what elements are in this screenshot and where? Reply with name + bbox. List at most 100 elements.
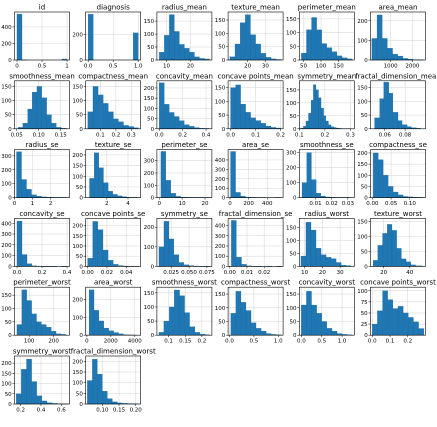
y-tick-label: 150 <box>357 162 368 168</box>
x-tick-label: 0.2 <box>38 270 47 276</box>
plot-frame <box>14 149 70 198</box>
y-tick-label: 200 <box>72 359 83 365</box>
plot-title: fractal_dimension_se <box>219 210 293 218</box>
y-tick-label: 300 <box>215 234 226 240</box>
histogram-bar <box>107 260 114 267</box>
y-tick-label: 0 <box>293 333 297 339</box>
x-tick-label: 0.025 <box>163 270 179 276</box>
histogram-bar <box>178 262 185 267</box>
plot-title: concave points_se <box>81 210 145 218</box>
plot-title: perimeter_worst <box>13 279 71 287</box>
histogram-bar <box>189 126 195 129</box>
histogram-bar <box>374 117 380 129</box>
histogram-bar <box>102 391 108 405</box>
histogram-bar <box>392 112 399 129</box>
x-tick-label: 0.4 <box>202 132 211 138</box>
histogram-bar <box>16 220 23 267</box>
histogram-bar <box>189 326 196 336</box>
histogram-bar <box>163 320 170 336</box>
histogram-bar <box>107 398 113 405</box>
plot-title: texture_se <box>95 141 132 149</box>
y-tick-label: 0 <box>293 127 297 133</box>
y-tick-label: 100 <box>286 101 297 107</box>
y-tick-label: 50 <box>76 113 83 119</box>
histogram-perimeter-worst: perimeter_worst 100 200 0 50 100 150 <box>1 279 71 345</box>
plot-title: area_mean <box>379 4 418 12</box>
y-tick-label: 200 <box>1 361 12 367</box>
x-tick-label: 0.0 <box>226 132 235 138</box>
histogram-bar <box>118 121 124 129</box>
histogram-bar <box>169 14 175 61</box>
histogram-texture-worst: texture_worst 20 40 0 50 100 150 <box>357 210 426 276</box>
histogram-fractal-dimension-mean: fractal_dimension_mean 0.06 0.08 0 50 100 150 <box>355 72 437 138</box>
histogram-bar <box>311 304 317 336</box>
plot-title: compactness_worst <box>221 279 290 287</box>
histogram-bar <box>229 56 236 61</box>
plot-title: radius_se <box>25 141 58 149</box>
histogram-bar <box>97 94 104 129</box>
histogram-bar <box>46 327 52 336</box>
plot-title: smoothness_se <box>300 141 354 149</box>
x-tick-label: 0.4 <box>37 408 46 414</box>
plot-title: perimeter_se <box>161 141 207 149</box>
x-tick-label: 0.075 <box>199 270 215 276</box>
histogram-bar <box>372 323 378 336</box>
y-tick-label: 0 <box>364 264 368 270</box>
histogram-bar <box>405 261 411 267</box>
histogram-compactness-worst: compactness_worst 0.0 0.5 1.0 0 50 100 150 <box>215 279 291 345</box>
histogram-bar <box>300 255 307 267</box>
x-tick-label: 0.2 <box>403 339 412 345</box>
y-tick-label: 100 <box>72 244 83 250</box>
histogram-bar <box>318 97 322 129</box>
x-tick-label: 0.2 <box>276 132 285 138</box>
histogram-bar <box>26 300 32 336</box>
histogram-bar <box>87 380 93 405</box>
histogram-bar <box>133 32 139 61</box>
histogram-bar <box>164 35 170 61</box>
y-tick-label: 400 <box>1 221 12 227</box>
x-tick-label: 10 <box>179 201 186 207</box>
plot-title: concavity_se <box>19 210 64 218</box>
histogram-bar <box>87 111 94 129</box>
histogram-bar <box>88 14 94 61</box>
y-tick-label: 100 <box>357 234 368 240</box>
y-tick-label: 50 <box>218 45 225 51</box>
histogram-bar <box>98 167 104 198</box>
x-tick-label: 200 <box>48 339 59 345</box>
y-tick-label: 100 <box>286 181 297 187</box>
histogram-bar <box>315 89 319 129</box>
x-tick-label: 50 <box>300 64 307 70</box>
y-tick-label: 150 <box>286 225 297 231</box>
x-tick-label: 0.00 <box>366 201 379 207</box>
x-tick-label: 0 <box>157 201 161 207</box>
x-tick-label: 20 <box>202 201 209 207</box>
histogram-bar <box>234 43 241 61</box>
histogram-bar <box>328 124 332 129</box>
x-tick-label: 200 <box>243 201 254 207</box>
y-tick-label: 150 <box>215 292 226 298</box>
y-tick-label: 200 <box>72 298 83 304</box>
histogram-concave-points-se: concave points_se 0.00 0.02 0.04 0 50 100 150 20… <box>72 210 145 276</box>
plot-title: radius_mean <box>162 4 207 12</box>
x-tick-label: 0.0 <box>155 132 164 138</box>
histogram-bar <box>102 249 109 267</box>
histogram-bar <box>103 103 109 129</box>
plot-frame <box>156 80 213 130</box>
histogram-bar <box>388 186 394 198</box>
plot-frame <box>227 218 284 267</box>
plot-frame <box>14 286 70 336</box>
histogram-fractal-dimension-worst: fractal_dimension_worst 0.10 0.15 0.20 0 50 10… <box>71 348 156 414</box>
y-tick-label: 200 <box>72 153 83 159</box>
x-tick-label: 1000 <box>384 64 398 70</box>
histogram-bar <box>26 263 32 267</box>
x-tick-label: 0.10 <box>96 408 109 414</box>
histogram-bar <box>336 55 343 61</box>
histogram-texture-mean: texture_mean 20 30 0 50 100 150 <box>215 4 284 70</box>
histogram-bar <box>194 56 200 61</box>
y-tick-label: 100 <box>144 183 155 189</box>
x-tick-label: 0.06 <box>379 132 392 138</box>
y-tick-label: 150 <box>215 86 226 92</box>
plot-title: concave points_worst <box>360 279 436 287</box>
x-tick-label: 20 <box>244 64 251 70</box>
histogram-bar <box>255 43 261 61</box>
